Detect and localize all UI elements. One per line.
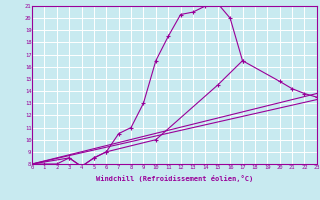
- X-axis label: Windchill (Refroidissement éolien,°C): Windchill (Refroidissement éolien,°C): [96, 175, 253, 182]
